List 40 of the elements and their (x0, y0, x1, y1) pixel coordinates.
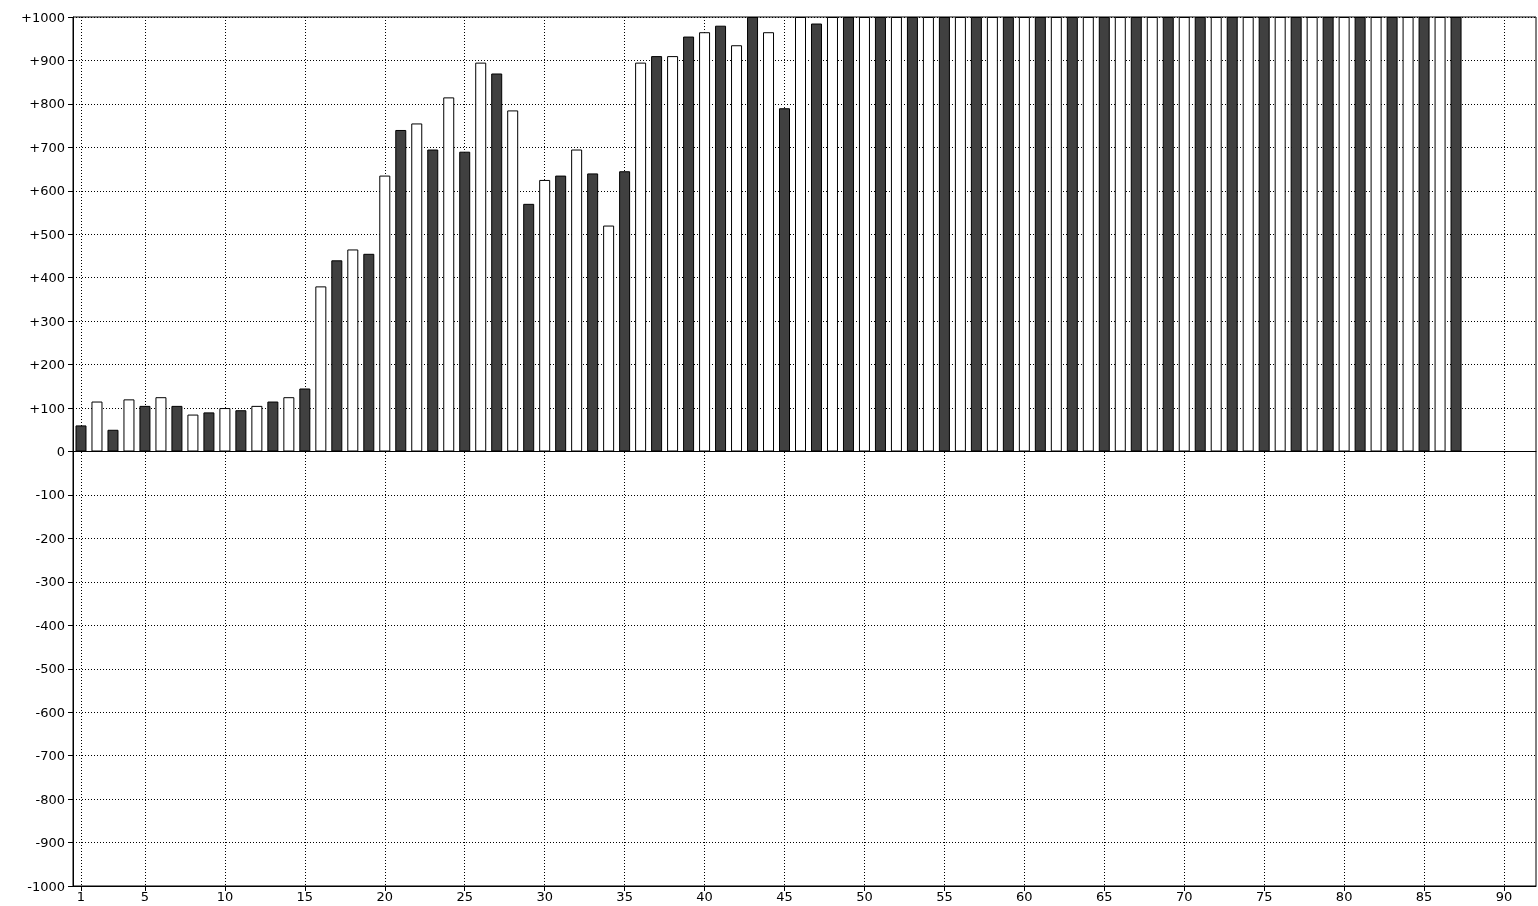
y-tick-label: -800 (35, 791, 65, 807)
x-tick-label: 80 (1335, 889, 1353, 904)
x-tick-label: 35 (616, 889, 633, 904)
y-tick-label: -500 (35, 661, 65, 677)
y-tick-label: +700 (29, 139, 65, 155)
x-tick-label: 65 (1096, 889, 1113, 904)
x-tick-label: 25 (456, 889, 474, 904)
y-tick-label: +1000 (21, 9, 65, 25)
x-tick-label: 5 (140, 889, 150, 904)
y-tick-label: +600 (29, 183, 65, 199)
y-tick-label: +300 (29, 313, 65, 329)
x-tick-label: 40 (696, 889, 713, 904)
x-tick-label: 45 (776, 889, 793, 904)
y-tick-label: +900 (29, 52, 65, 68)
x-tick-label: 90 (1495, 889, 1513, 904)
x-tick-label: 60 (1016, 889, 1033, 904)
y-tick-label: +100 (29, 400, 65, 416)
y-tick-label: +400 (29, 270, 65, 286)
y-tick-label: +800 (29, 96, 65, 112)
y-tick-label: -600 (35, 704, 65, 720)
x-tick-label: 20 (376, 889, 394, 904)
x-tick-label: 55 (936, 889, 953, 904)
y-tick-label: -400 (35, 617, 65, 633)
y-tick-label: 0 (56, 444, 65, 459)
x-tick-label: 70 (1175, 889, 1193, 904)
y-tick-label: -700 (35, 748, 65, 764)
y-tick-label: -1000 (27, 878, 65, 894)
y-tick-label: -300 (35, 574, 65, 590)
x-tick-label: 10 (216, 889, 234, 904)
x-tick-label: 75 (1255, 889, 1273, 904)
x-tick-label: 85 (1415, 889, 1433, 904)
y-tick-label: +200 (29, 357, 65, 373)
x-tick-label: 1 (76, 889, 86, 904)
x-tick-label: 50 (856, 889, 873, 904)
y-tick-label: -900 (35, 835, 65, 851)
y-tick-label: -200 (35, 530, 65, 546)
y-tick-label: -100 (35, 487, 65, 503)
y-tick-label: +500 (29, 226, 65, 242)
x-tick-label: 30 (536, 889, 553, 904)
x-tick-label: 15 (296, 889, 314, 904)
